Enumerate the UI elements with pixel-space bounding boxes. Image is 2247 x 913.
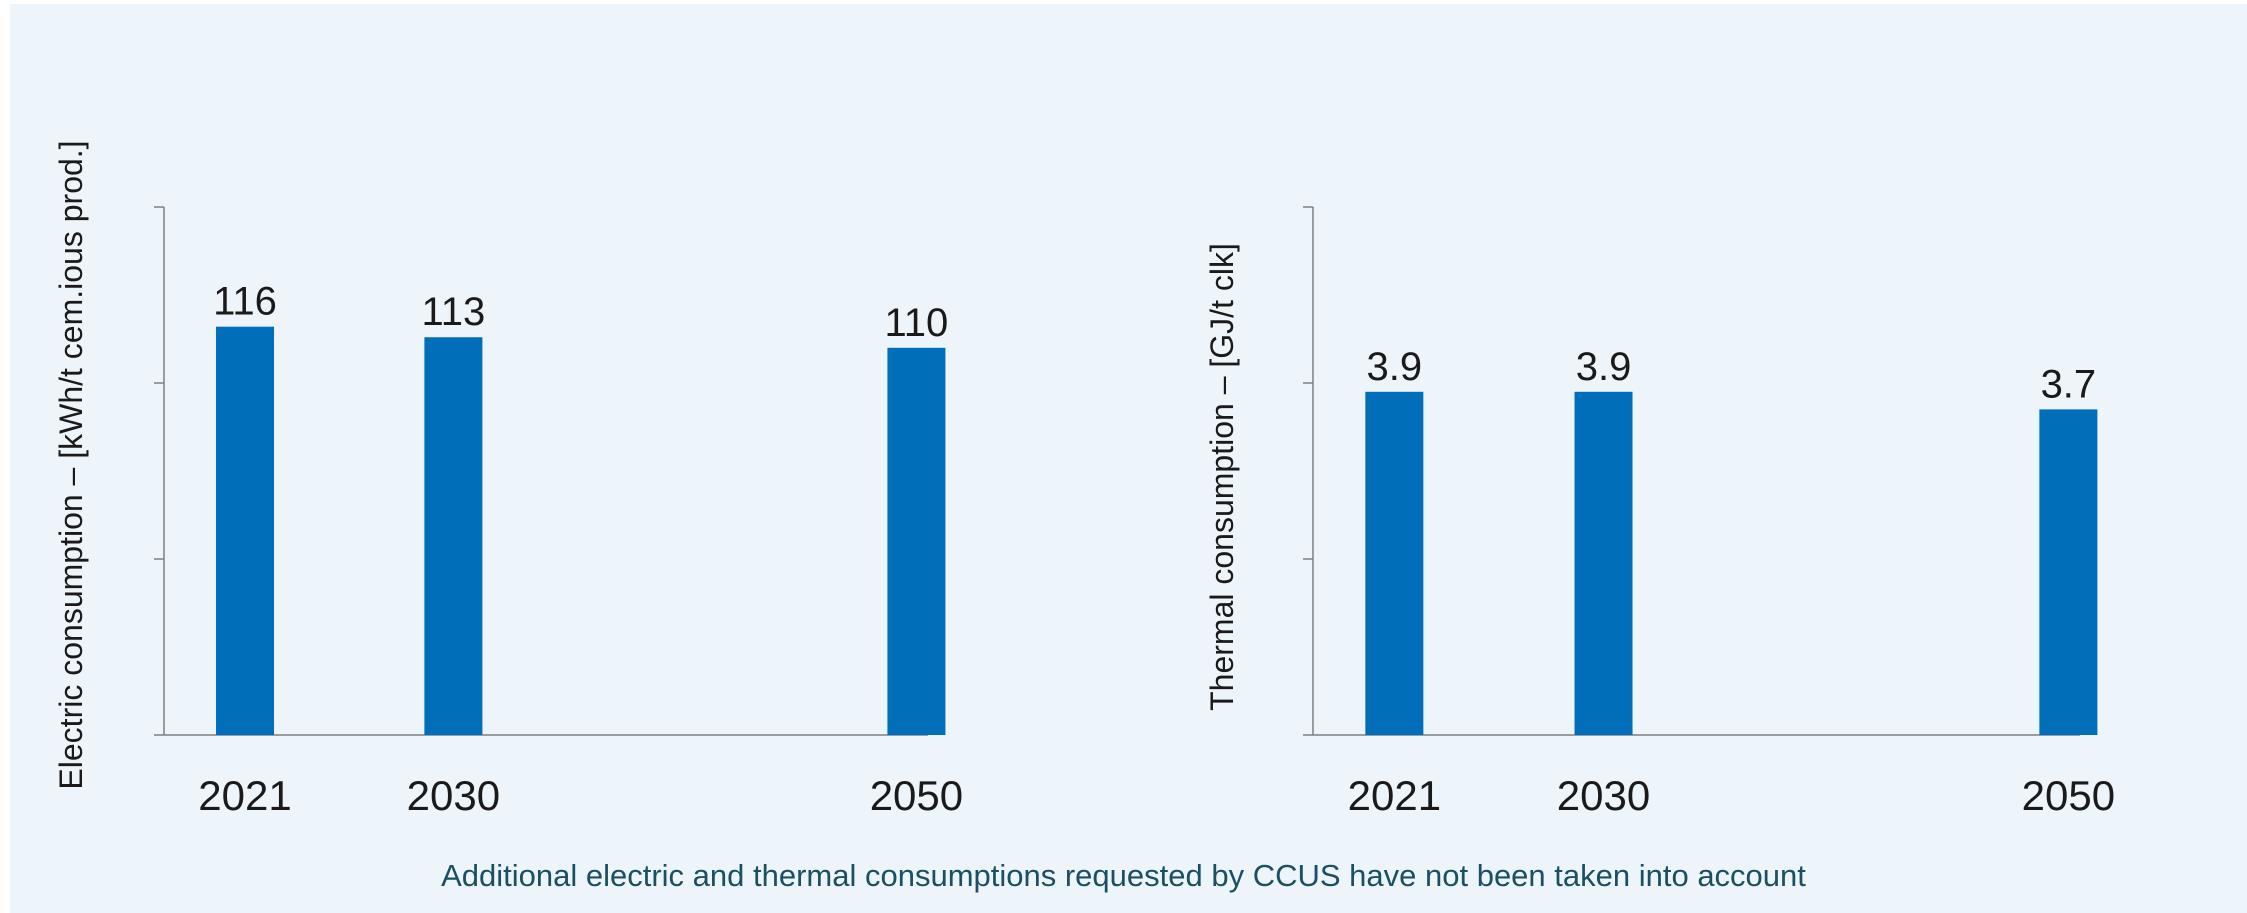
thermal-consumption-chart: 3.9 2021 3.9 2030 3.7 2050 Thermal consumption… [1204,206,2115,819]
bar-2030 [1574,391,1633,735]
data-label-2030: 113 [422,290,486,334]
x-tick-label-2030: 2030 [1557,772,1650,819]
bar-2021 [1365,391,1424,735]
x-tick-label-2021: 2021 [198,772,291,819]
x-tick-label-2021: 2021 [1348,772,1441,819]
bar-2030 [424,337,483,735]
chart-background [10,4,2247,913]
electric-consumption-chart: 116 2021 113 2030 110 2050 Electric consumptio… [53,140,963,819]
bar-2021 [216,326,275,735]
data-label-2050: 3.7 [2041,362,2097,406]
x-tick-label-2050: 2050 [2022,772,2115,819]
x-tick-label-2030: 2030 [407,772,500,819]
data-label-2021: 3.9 [1367,345,1423,389]
bar-2050 [887,347,946,735]
data-label-2050: 110 [885,301,949,345]
data-label-2030: 3.9 [1576,345,1632,389]
data-label-2021: 116 [213,280,277,324]
bar-2050 [2039,409,2098,735]
footnote: Additional electric and thermal consumpt… [441,858,1806,893]
x-tick-label-2050: 2050 [870,772,963,819]
y-axis-title: Thermal consumption – [GJ/t clk] [1204,243,1240,711]
y-axis-title: Electric consumption – [kWh/t cem.ious p… [53,140,89,789]
